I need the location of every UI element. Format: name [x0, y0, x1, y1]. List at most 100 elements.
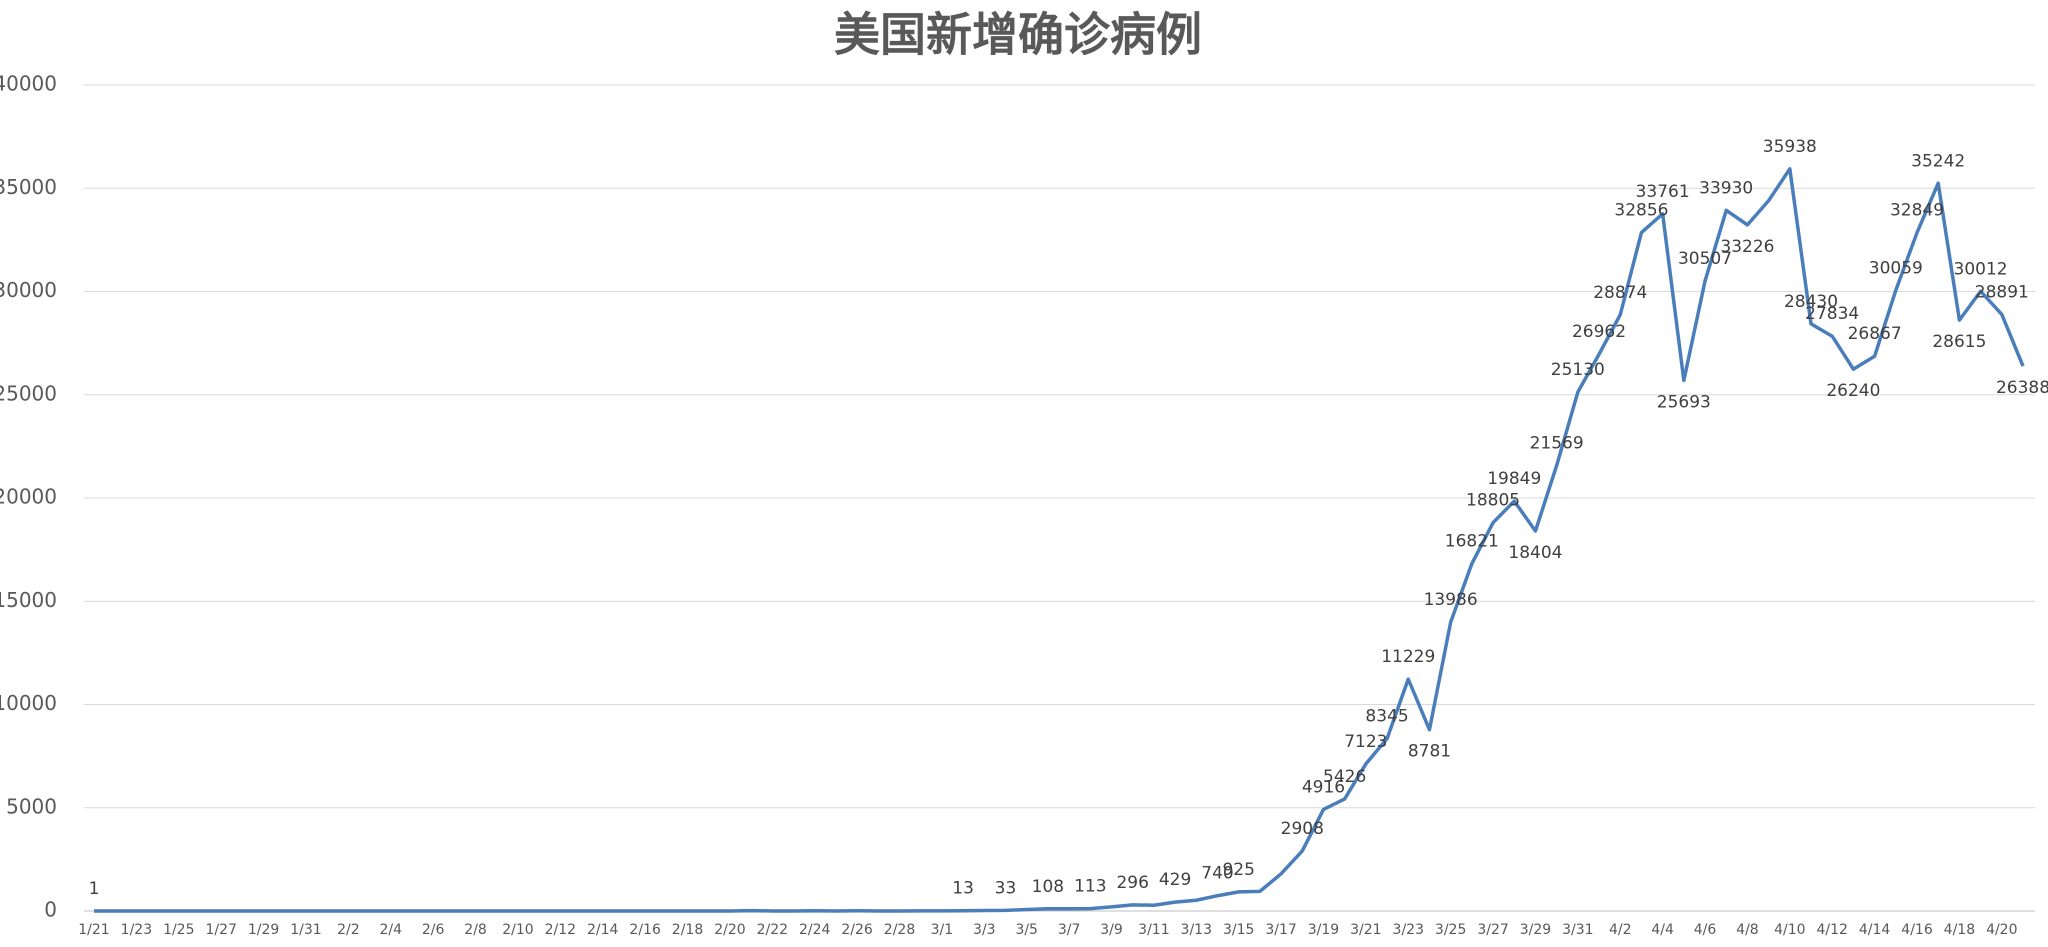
y-tick-label: 5000 — [6, 794, 57, 818]
data-label: 28615 — [1932, 332, 1986, 352]
x-tick-label: 3/19 — [1308, 922, 1339, 938]
x-tick-label: 3/13 — [1181, 922, 1212, 938]
data-label: 26388 — [1996, 378, 2048, 398]
x-tick-label: 3/31 — [1562, 922, 1593, 938]
data-label: 11229 — [1381, 647, 1435, 667]
data-label: 5426 — [1323, 767, 1366, 787]
x-tick-label: 4/12 — [1816, 922, 1847, 938]
data-label: 13 — [952, 879, 974, 899]
data-label: 113 — [1074, 877, 1106, 897]
x-tick-label: 4/8 — [1736, 922, 1759, 938]
data-label: 108 — [1032, 877, 1064, 897]
x-tick-label: 3/17 — [1265, 922, 1296, 938]
x-tick-label: 1/23 — [121, 922, 152, 938]
y-tick-label: 25000 — [0, 381, 57, 405]
data-label: 26962 — [1572, 322, 1626, 342]
data-label: 35938 — [1763, 137, 1817, 157]
data-label: 21569 — [1530, 434, 1584, 454]
x-tick-label: 4/14 — [1859, 922, 1891, 938]
x-tick-label: 4/4 — [1651, 922, 1674, 938]
x-tick-label: 4/10 — [1774, 922, 1805, 938]
chart-title: 美国新增确诊病例 — [834, 8, 1202, 62]
x-tick-label: 1/21 — [78, 922, 109, 938]
data-label: 32856 — [1614, 201, 1668, 221]
x-tick-label: 1/25 — [163, 922, 194, 938]
data-label: 33930 — [1699, 178, 1753, 198]
x-tick-label: 3/23 — [1393, 922, 1424, 938]
x-tick-label: 2/6 — [422, 922, 445, 938]
data-label: 33 — [995, 878, 1017, 898]
data-label: 28430 — [1784, 292, 1838, 312]
y-tick-label: 0 — [44, 898, 57, 922]
data-label: 25693 — [1657, 392, 1711, 412]
y-tick-label: 35000 — [0, 175, 57, 199]
data-label: 27834 — [1805, 304, 1859, 324]
x-tick-label: 2/12 — [545, 922, 576, 938]
x-tick-label: 2/18 — [672, 922, 703, 938]
x-tick-label: 2/4 — [380, 922, 403, 938]
data-label: 925 — [1222, 860, 1254, 880]
data-label: 429 — [1159, 870, 1191, 890]
data-label: 13986 — [1424, 590, 1478, 610]
x-tick-label: 3/5 — [1015, 922, 1038, 938]
data-label: 26867 — [1848, 324, 1902, 344]
y-tick-label: 20000 — [0, 485, 57, 509]
data-line — [93, 167, 2025, 913]
data-label: 30507 — [1678, 249, 1732, 269]
y-tick-label: 15000 — [0, 588, 57, 612]
x-tick-label: 3/11 — [1138, 922, 1169, 938]
data-label: 2908 — [1281, 819, 1324, 839]
x-tick-label: 2/24 — [799, 922, 831, 938]
data-label: 30059 — [1869, 258, 1923, 278]
x-tick-label: 4/20 — [1986, 922, 2017, 938]
x-tick-label: 3/27 — [1477, 922, 1508, 938]
data-label: 16821 — [1445, 532, 1499, 552]
x-tick-label: 2/10 — [502, 922, 533, 938]
data-label: 26240 — [1826, 381, 1880, 401]
data-label: 33226 — [1720, 237, 1774, 257]
x-tick-label: 1/29 — [248, 922, 279, 938]
x-tick-label: 2/14 — [587, 922, 619, 938]
x-tick-label: 4/2 — [1609, 922, 1632, 938]
data-label: 1 — [89, 879, 100, 899]
x-tick-label: 3/29 — [1520, 922, 1551, 938]
data-label: 8345 — [1365, 707, 1408, 727]
y-tick-label: 30000 — [0, 278, 57, 302]
x-tick-label: 3/9 — [1100, 922, 1123, 938]
data-label: 19849 — [1487, 469, 1541, 489]
x-tick-label: 2/16 — [629, 922, 661, 938]
x-tick-label: 2/8 — [464, 922, 487, 938]
data-label: 8781 — [1408, 742, 1451, 762]
y-tick-label: 10000 — [0, 691, 57, 715]
data-label: 18404 — [1508, 543, 1562, 563]
x-tick-label: 1/31 — [290, 922, 321, 938]
x-tick-label: 3/21 — [1350, 922, 1381, 938]
data-label: 32849 — [1890, 201, 1944, 221]
x-tick-label: 2/20 — [714, 922, 745, 938]
data-label: 740 — [1201, 864, 1233, 884]
x-tick-label: 3/3 — [973, 922, 996, 938]
data-label: 28891 — [1975, 282, 2029, 302]
data-label: 33761 — [1636, 182, 1690, 202]
x-tick-label: 2/28 — [884, 922, 915, 938]
y-tick-label: 40000 — [0, 72, 57, 96]
data-label: 30012 — [1954, 259, 2008, 279]
x-tick-label: 2/22 — [757, 922, 788, 938]
data-label: 4916 — [1302, 777, 1345, 797]
x-tick-label: 4/6 — [1694, 922, 1717, 938]
data-label: 28874 — [1593, 283, 1647, 303]
x-tick-label: 3/1 — [931, 922, 954, 938]
x-tick-label: 3/25 — [1435, 922, 1466, 938]
data-label: 18805 — [1466, 491, 1520, 511]
x-tick-label: 4/16 — [1901, 922, 1933, 938]
x-tick-label: 3/7 — [1058, 922, 1081, 938]
x-tick-label: 2/2 — [337, 922, 360, 938]
x-tick-label: 3/15 — [1223, 922, 1254, 938]
data-label: 296 — [1116, 873, 1148, 893]
x-tick-label: 2/26 — [841, 922, 873, 938]
x-tick-label: 4/18 — [1944, 922, 1975, 938]
data-label: 35242 — [1911, 151, 1965, 171]
x-tick-label: 1/27 — [205, 922, 236, 938]
